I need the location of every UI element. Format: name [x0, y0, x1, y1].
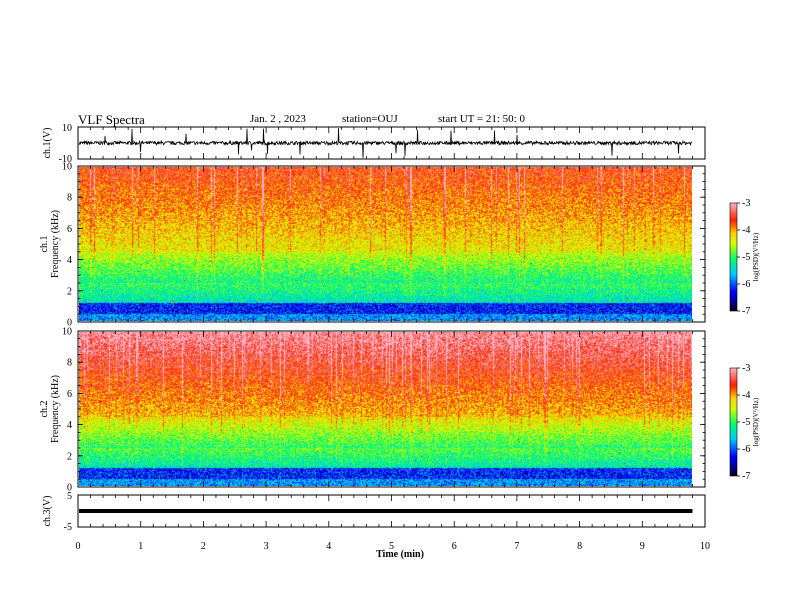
ch3-ytick-bottom: -5: [64, 522, 72, 533]
frequency-tick-label: 0: [67, 483, 72, 494]
ch1-colorbar-label: log(PSD)(V²/Hz): [752, 232, 760, 281]
frequency-tick-label: 4: [67, 255, 72, 266]
frequency-tick-label: 6: [67, 224, 72, 235]
ch2-colorbar: [729, 367, 738, 477]
plot-title: VLF Spectra: [78, 112, 145, 127]
ch1-ylabel-frequency: Frequency (kHz): [50, 210, 61, 278]
frequency-tick-label: 4: [67, 420, 72, 431]
time-tick-label: 10: [700, 541, 710, 552]
time-tick-label: 7: [514, 541, 519, 552]
colorbar-tick-label: -4: [742, 390, 750, 401]
ch2-spec-time-ticks: [77, 331, 706, 487]
colorbar-tick-label: -7: [742, 306, 750, 317]
station-label: station=OUJ: [342, 113, 398, 125]
time-tick-label: 6: [452, 541, 457, 552]
ch1-waveform-panel: 10 -10 ch.1(V): [42, 123, 706, 165]
ch2-frequency-ticks: 0 2 4 6 8 10: [62, 327, 705, 494]
ch3-panel: 5 -5 ch.3(V) 0 1 2 3 4 5 6 7 8 9 10 Time (min): [42, 491, 710, 560]
time-axis-label: Time (min): [376, 549, 424, 560]
ch2-colorbar-ticks: -3 -4 -5 -6 -7: [737, 363, 750, 482]
ch2-ylabel-channel: ch.2: [39, 401, 50, 418]
ch1-time-ticks: [77, 127, 706, 159]
ch1-spec-time-ticks: [77, 166, 706, 322]
frequency-tick-label: 6: [67, 389, 72, 400]
time-tick-label: 4: [326, 541, 331, 552]
time-tick-label: 0: [76, 541, 81, 552]
start-time-label: start UT = 21: 50: 0: [438, 113, 525, 125]
frequency-tick-label: 10: [62, 327, 72, 338]
colorbar-tick-label: -5: [742, 417, 750, 428]
ch1-ylabel-channel: ch.1: [39, 236, 50, 253]
frequency-tick-label: 0: [67, 318, 72, 329]
ch1-ytick-bottom: -10: [59, 154, 72, 165]
ch1-spectrogram-image: [79, 167, 692, 321]
ch2-ylabel-frequency: Frequency (kHz): [50, 375, 61, 443]
ch2-colorbar-label: log(PSD)(V²/Hz): [752, 397, 760, 446]
ch1-waveform-line: [78, 127, 692, 158]
colorbar-tick-label: -3: [742, 363, 750, 374]
time-tick-label: 3: [264, 541, 269, 552]
colorbar-tick-label: -5: [742, 252, 750, 263]
ch3-ylabel: ch.3(V): [42, 496, 53, 527]
colorbar-tick-label: -4: [742, 225, 750, 236]
colorbar-tick-label: -6: [742, 279, 750, 290]
time-tick-label: 1: [138, 541, 143, 552]
frequency-tick-label: 2: [67, 286, 72, 297]
ch1-colorbar: [729, 202, 738, 312]
frequency-tick-label: 8: [67, 193, 72, 204]
colorbar-tick-label: -7: [742, 471, 750, 482]
time-axis-tick-labels: 0 1 2 3 4 5 6 7 8 9 10: [76, 541, 711, 552]
ch1-frequency-ticks: 0 2 4 6 8 10: [62, 162, 705, 329]
frequency-tick-label: 2: [67, 451, 72, 462]
ch3-ytick-top: 5: [67, 491, 72, 502]
ch3-time-ticks: [77, 495, 706, 527]
frequency-tick-label: 10: [62, 162, 72, 173]
frequency-tick-label: 8: [67, 358, 72, 369]
time-tick-label: 8: [577, 541, 582, 552]
ch1-colorbar-ticks: -3 -4 -5 -6 -7: [737, 198, 750, 317]
time-tick-label: 5: [389, 541, 394, 552]
colorbar-tick-label: -3: [742, 198, 750, 209]
time-tick-label: 2: [201, 541, 206, 552]
time-tick-label: 9: [640, 541, 645, 552]
ch1-ytick-top: 10: [62, 123, 72, 134]
colorbar-tick-label: -6: [742, 444, 750, 455]
ch1-ylabel: ch.1(V): [42, 128, 53, 159]
date-label: Jan. 2 , 2023: [250, 113, 306, 125]
ch2-spectrogram-image: [79, 332, 692, 486]
